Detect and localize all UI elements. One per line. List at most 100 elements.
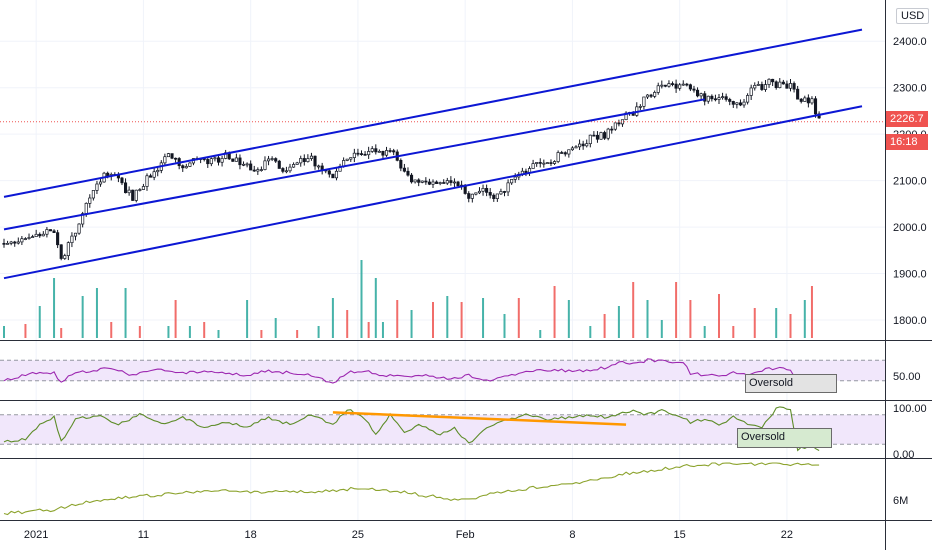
volume-bar bbox=[274, 318, 277, 338]
time-axis-label[interactable]: 18 bbox=[245, 529, 257, 541]
candle-body bbox=[245, 163, 249, 166]
candle-body bbox=[556, 152, 560, 162]
price-axis-label[interactable]: 2000.0 bbox=[893, 222, 927, 234]
candle-body bbox=[77, 223, 81, 234]
volume-bar bbox=[360, 260, 363, 338]
volume-bar bbox=[81, 296, 84, 338]
candle-body bbox=[410, 174, 414, 183]
channel-lower-line bbox=[3, 105, 863, 280]
time-axis-label[interactable]: 8 bbox=[569, 529, 575, 541]
volume-bar bbox=[24, 324, 27, 338]
candle-body bbox=[449, 180, 453, 183]
volume-bar bbox=[203, 322, 206, 338]
candle-body bbox=[442, 182, 446, 184]
time-axis-label[interactable]: 11 bbox=[138, 529, 149, 541]
candle-body bbox=[771, 78, 775, 83]
candle-body bbox=[277, 160, 281, 169]
candle-body bbox=[149, 175, 153, 178]
candle-body bbox=[63, 255, 67, 259]
candle-body bbox=[735, 102, 739, 105]
candle-body bbox=[803, 97, 807, 102]
candle-body bbox=[213, 157, 217, 160]
candle-body bbox=[678, 84, 682, 89]
candle-body bbox=[570, 147, 574, 151]
time-axis-label[interactable]: Feb bbox=[456, 529, 475, 541]
candle-body bbox=[73, 232, 78, 237]
stoch-oversold-badge[interactable]: Oversold bbox=[737, 428, 832, 448]
currency-label[interactable]: USD bbox=[896, 8, 930, 24]
volume-bar bbox=[689, 300, 692, 338]
candle-body bbox=[688, 84, 692, 90]
candle-body bbox=[120, 177, 124, 184]
candle-body bbox=[2, 242, 6, 245]
candle-body bbox=[327, 170, 331, 175]
price-axis-label[interactable]: 1800.0 bbox=[893, 315, 927, 327]
rsi-band bbox=[0, 360, 885, 381]
volume-bar bbox=[260, 330, 263, 338]
candle-body bbox=[445, 180, 449, 184]
candle-body bbox=[166, 153, 171, 158]
candle-body bbox=[731, 101, 735, 105]
candle-body bbox=[660, 84, 664, 87]
candle-body bbox=[91, 190, 95, 199]
candle-body bbox=[796, 88, 800, 100]
candle-body bbox=[438, 182, 442, 184]
candle-body bbox=[738, 102, 743, 106]
candle-body bbox=[713, 98, 717, 101]
obv-line bbox=[3, 462, 820, 516]
time-axis-label[interactable]: 25 bbox=[352, 529, 364, 541]
candle-body bbox=[281, 168, 285, 172]
candle-body bbox=[488, 192, 492, 196]
candle-body bbox=[284, 170, 288, 173]
candle-body bbox=[249, 163, 253, 171]
candle-body bbox=[667, 83, 671, 87]
candle-body bbox=[656, 85, 660, 93]
candle-body bbox=[485, 188, 489, 193]
price-axis-label[interactable]: 1900.0 bbox=[893, 269, 927, 281]
candle-body bbox=[424, 180, 428, 183]
volume-bar bbox=[381, 322, 384, 338]
volume-bar bbox=[296, 330, 299, 338]
candle-body bbox=[220, 158, 224, 163]
volume-bar bbox=[775, 308, 778, 338]
time-axis-label[interactable]: 22 bbox=[781, 529, 793, 541]
candle-body bbox=[502, 191, 507, 193]
price-axis-label[interactable]: 2300.0 bbox=[893, 83, 927, 95]
volume-bar bbox=[346, 310, 349, 338]
candle-body bbox=[234, 157, 238, 162]
candle-body bbox=[34, 233, 38, 237]
candle-body bbox=[595, 134, 600, 140]
candle-body bbox=[367, 151, 371, 156]
candle-body bbox=[402, 167, 406, 172]
candle-body bbox=[156, 170, 160, 173]
volume-bar bbox=[553, 286, 556, 338]
candle-body bbox=[685, 83, 689, 86]
candle-body bbox=[13, 241, 17, 244]
volume-bar bbox=[110, 322, 113, 338]
candle-body bbox=[352, 152, 356, 158]
rsi-oversold-badge[interactable]: Oversold bbox=[745, 374, 837, 393]
channel-lines bbox=[3, 28, 863, 280]
candle-body bbox=[134, 189, 138, 201]
volume-bars bbox=[3, 260, 813, 338]
candle-body bbox=[399, 159, 403, 169]
volume-bar bbox=[188, 326, 191, 338]
price-axis-label[interactable]: 2400.0 bbox=[893, 36, 927, 48]
candlesticks bbox=[2, 78, 821, 261]
candle-body bbox=[23, 238, 28, 240]
candle-body bbox=[717, 97, 721, 100]
candle-body bbox=[66, 242, 70, 256]
time-axis-label[interactable]: 15 bbox=[674, 529, 686, 541]
candle-body bbox=[703, 93, 707, 102]
candle-body bbox=[48, 229, 53, 232]
price-axis-label[interactable]: 2100.0 bbox=[893, 176, 927, 188]
candle-body bbox=[477, 190, 482, 194]
volume-bar bbox=[675, 282, 678, 338]
candle-body bbox=[302, 158, 306, 162]
candle-body bbox=[749, 87, 753, 96]
time-axis-label[interactable]: 2021 bbox=[24, 529, 48, 541]
candle-body bbox=[681, 83, 685, 86]
volume-bar bbox=[803, 300, 806, 338]
candle-body bbox=[792, 83, 796, 90]
